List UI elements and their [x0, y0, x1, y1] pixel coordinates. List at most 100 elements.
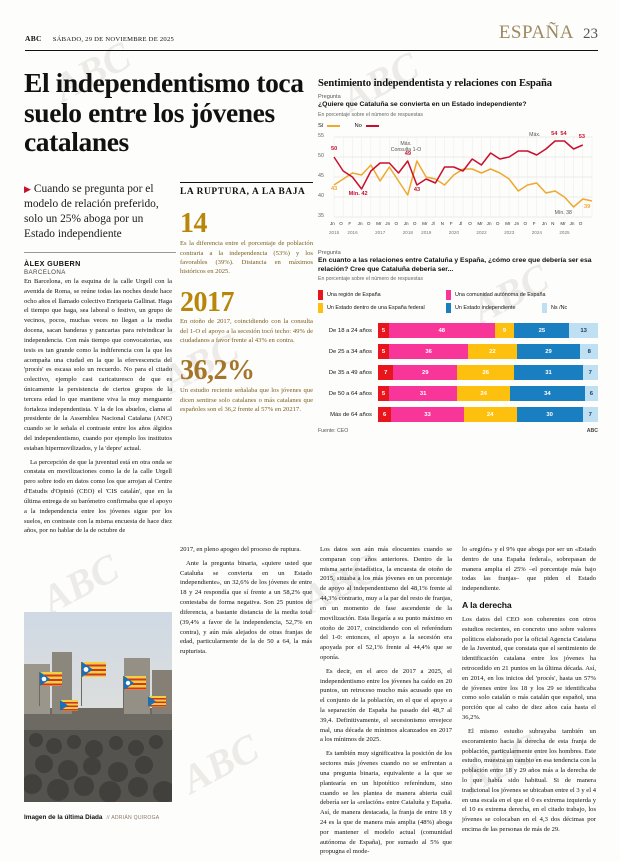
byline-rule: [24, 252, 176, 253]
masthead-brand: ABC: [25, 34, 42, 43]
chart-annotation: Mín. 38: [554, 209, 572, 216]
x-axis-tick: Jl: [431, 220, 435, 226]
legend-label: Un Estado dentro de una España federal: [327, 305, 425, 312]
bar-track: 6 33 24 30 7: [378, 407, 598, 423]
x-axis-tick: Jn: [486, 220, 492, 226]
bar-row: De 50 a 64 años 5 31 24 34 6: [318, 385, 598, 402]
legend-label: Sí: [318, 122, 324, 129]
x-axis-tick: N: [440, 220, 444, 226]
x-axis-tick: Mr: [505, 220, 511, 226]
bar-row-label: De 50 a 64 años: [328, 390, 372, 397]
chart-annotation: 53: [578, 133, 586, 140]
graphic-credit: ABC: [586, 428, 598, 435]
chart-annotation: 43: [331, 185, 338, 192]
body-column-1: En Barcelona, en la esquina de la calle …: [24, 277, 172, 540]
chart2-question: En cuanto a las relaciones entre Cataluñ…: [318, 256, 592, 273]
x-axis-tick: Jn: [385, 220, 391, 226]
y-axis-tick: 45: [318, 173, 324, 180]
bar-segment: 22: [468, 344, 517, 360]
x-axis-year: 2016: [347, 229, 358, 235]
x-axis-tick: O: [468, 220, 472, 226]
body-column-2: 2017, en pleno apogeo del proceso de rup…: [180, 545, 312, 661]
bar-segment: 34: [510, 386, 585, 402]
section-name: ESPAÑA: [498, 22, 574, 43]
x-axis-tick: Mr: [376, 220, 382, 226]
x-axis-tick: O: [495, 220, 500, 226]
x-axis-year: 2025: [559, 229, 570, 235]
body-column-3: Los datos son aún más elocuentes cuando …: [320, 545, 452, 861]
chart-annotation: 39: [584, 203, 591, 210]
legend-swatch: [365, 124, 379, 128]
bullet-triangle-icon: ▶: [24, 184, 31, 194]
chart-annotation: 50: [331, 145, 338, 152]
watermark: ABC: [174, 724, 266, 803]
bar-segment: 13: [569, 323, 598, 339]
legend-item-si: Sí: [318, 122, 341, 129]
bar-row-label: De 35 a 49 años: [328, 369, 372, 376]
bar-segment: 24: [463, 407, 517, 423]
bar-segment: 26: [457, 365, 515, 381]
author-name: ÀLEX GUBERN: [24, 259, 81, 268]
page-title: El independentismo toca suelo entre los …: [24, 67, 304, 158]
bar-segment: 30: [516, 407, 583, 423]
graphic-footer: Fuente: CEO ABC: [318, 428, 598, 434]
masthead-date: SÁBADO, 29 DE NOVIEMBRE DE 2025: [52, 36, 175, 43]
bar-track: 5 36 22 29 8: [378, 344, 598, 360]
chart-annotation: 43: [413, 186, 421, 193]
x-axis-tick: O: [339, 220, 343, 226]
x-axis-tick: Jn: [330, 220, 335, 226]
graphic-source: Fuente: CEO: [318, 428, 349, 435]
x-axis-tick: Jn: [514, 220, 520, 226]
bar-track: 5 48 9 25 13: [378, 323, 598, 339]
x-axis-year: 2015: [329, 229, 340, 235]
bar-segment: 31: [389, 386, 458, 402]
infobox-item: 2017 En otoño de 2017, coincidiendo con …: [180, 286, 313, 346]
x-axis-tick: O: [578, 220, 583, 226]
legend-label: Una región de España: [327, 292, 381, 299]
x-axis-tick: N: [551, 220, 555, 226]
legend-row: Una región de España Una comunidad autón…: [318, 290, 598, 301]
chart1-unit: En porcentaje sobre el número de respues…: [318, 111, 423, 118]
x-axis-tick: F: [449, 220, 453, 226]
chart1-legend: Sí No: [318, 123, 598, 129]
masthead-rule: [25, 50, 598, 51]
infobox-text: Un estudio reciente señalaba que los jóv…: [180, 387, 313, 413]
page-number: 23: [583, 26, 598, 42]
chart-annotation: 49: [404, 150, 411, 157]
bar-track: 7 29 26 31 7: [378, 365, 599, 381]
chart-annotation: Mín. 42: [348, 190, 368, 197]
kicker-text: Cuando se pregunta por el modelo de rela…: [24, 183, 159, 241]
infobox-item: 36,2% Un estudio reciente señalaba que l…: [180, 357, 313, 414]
body-column-4: lo «región» y el 9% que aboga por ser un…: [462, 545, 596, 839]
bar-row-label: De 18 a 24 años: [328, 327, 372, 334]
bar-segment: 5: [378, 323, 389, 339]
legend-swatch: [542, 303, 547, 314]
paragraph: Es también muy significativa la posición…: [320, 750, 452, 856]
stacked-bar-chart: De 18 a 24 años 5 48 9 25 13 De 25 a 34 años 5 3…: [318, 322, 599, 423]
bar-track: 5 31 24 34 6: [378, 386, 598, 402]
paragraph: lo «región» y el 9% que aboga por ser un…: [462, 546, 596, 593]
x-axis-tick: Mr: [422, 220, 428, 226]
question-label-2: Pregunta: [318, 249, 341, 256]
x-axis-tick: O: [366, 220, 371, 226]
bar-segment: 7: [378, 365, 394, 381]
bar-row: De 25 a 34 años 5 36 22 29 8: [318, 343, 598, 360]
bar-segment: 9: [494, 323, 515, 339]
legend-swatch: [318, 303, 323, 314]
bar-segment: 24: [457, 386, 510, 402]
bar-row: De 35 a 49 años 7 29 26 31 7: [318, 364, 599, 381]
bar-segment: 29: [516, 344, 581, 360]
x-axis-year: 2018: [402, 229, 413, 235]
paragraph: 2017, en pleno apogeo del proceso de rup…: [180, 546, 301, 553]
column-subheading: A la derecha: [462, 600, 512, 611]
infobox-number: 2017: [180, 286, 235, 318]
paragraph: Ante la pregunta binaria, «quiere usted …: [180, 559, 312, 656]
x-axis-year: 2022: [476, 229, 487, 235]
bar-segment: 48: [389, 323, 495, 339]
x-axis-tick: Jn: [541, 220, 547, 226]
infobox-title: LA RUPTURA, A LA BAJA: [180, 187, 306, 197]
paragraph: Los datos son aún más elocuentes cuando …: [320, 546, 452, 661]
x-axis-year: 2023: [504, 229, 515, 235]
bar-segment: 8: [580, 344, 598, 360]
y-axis-tick: 40: [318, 193, 324, 200]
